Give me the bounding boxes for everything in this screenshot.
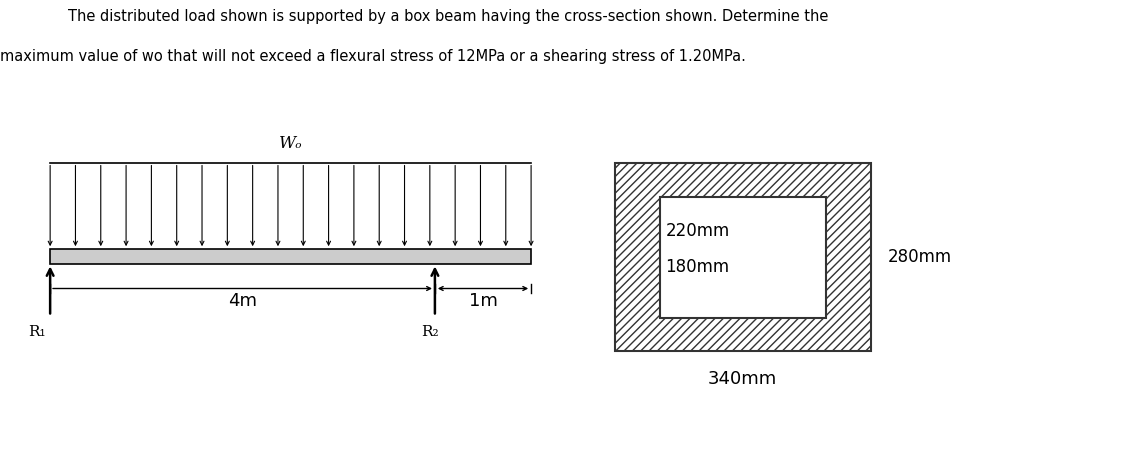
Text: 220mm: 220mm — [665, 222, 730, 240]
Bar — [614, 163, 871, 351]
Text: 1m: 1m — [468, 292, 497, 311]
Text: 340mm: 340mm — [708, 370, 778, 388]
Text: R₁: R₁ — [28, 325, 45, 339]
Text: Wₒ: Wₒ — [279, 135, 302, 152]
Bar — [659, 197, 825, 318]
Text: 280mm: 280mm — [887, 248, 952, 266]
Bar — [50, 249, 531, 263]
Text: R₂: R₂ — [421, 325, 439, 339]
Text: maximum value of wo that will not exceed a flexural stress of 12MPa or a shearin: maximum value of wo that will not exceed… — [0, 49, 746, 64]
Text: 180mm: 180mm — [665, 258, 730, 276]
Text: The distributed load shown is supported by a box beam having the cross-section s: The distributed load shown is supported … — [68, 9, 829, 24]
Text: 4m: 4m — [229, 292, 257, 311]
